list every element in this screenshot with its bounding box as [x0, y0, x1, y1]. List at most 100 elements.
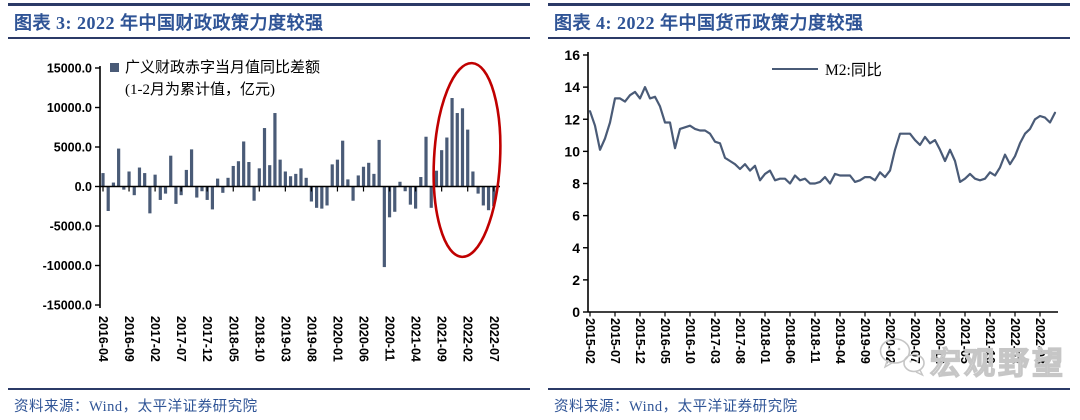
plot-area: 0 2 4 6 8 10 12 14 16 2015-02 2015-07 2015-12 2016-0…: [564, 47, 1058, 364]
y-tick-label: 0.0: [75, 180, 92, 194]
x-tick-label: 2016-09: [122, 316, 136, 362]
bar: [309, 186, 313, 202]
source-topline: [548, 388, 1070, 390]
y-tick-label: -5000.0: [50, 220, 92, 234]
y-tick-label: 2: [572, 272, 580, 288]
y-tick-label: 14: [564, 79, 580, 95]
x-tick-label: 2021-05: [958, 318, 972, 364]
x-tick-label: 2020-12: [933, 318, 947, 364]
bar: [268, 165, 272, 187]
bar: [262, 128, 267, 187]
fiscal-legend: 广义财政赤字当月值同比差额 (1-2月为累计值，亿元): [110, 58, 320, 102]
m2-legend-label: M2:同比: [825, 62, 882, 79]
bar: [424, 136, 428, 187]
y-tick-label: 15000.0: [47, 62, 92, 76]
bar: [341, 140, 345, 187]
source-note-monetary: 资料来源：Wind，太平洋证券研究院: [554, 399, 798, 415]
x-tick-label: 2016-10: [683, 318, 697, 364]
y-tick-label: -10000.0: [43, 259, 92, 273]
bar: [200, 186, 204, 192]
bar: [403, 186, 407, 192]
bar: [132, 186, 136, 196]
bar: [393, 186, 397, 212]
fiscal-bar-chart: -15000.0 -10000.0 -5000.0 0.0 5000.0 10000.0 1…: [43, 61, 502, 362]
x-tick-label: 2021-10: [983, 318, 997, 364]
bar: [408, 186, 412, 205]
top-rule: [548, 3, 1070, 6]
m2-line: [588, 85, 1057, 185]
x-tick-label: 2020-11: [383, 316, 397, 361]
bar: [111, 182, 116, 187]
x-tick-label: 2017-02: [148, 316, 162, 362]
x-tick-label: 2020-01: [331, 316, 345, 362]
bar: [195, 186, 199, 198]
x-tick-label: 2016-05: [658, 318, 672, 364]
x-tick-label: 2017-03: [708, 318, 722, 364]
x-tick-label: 2022-02: [461, 316, 475, 362]
bar: [450, 98, 454, 187]
bar: [189, 149, 194, 187]
y-tick-label: 10: [564, 143, 580, 159]
m2-legend: M2:同比: [772, 58, 882, 80]
bar: [247, 162, 251, 187]
bar: [471, 171, 475, 187]
bar: [210, 186, 215, 210]
bar: [117, 148, 121, 187]
wechat-icon: [879, 338, 925, 377]
y-tick-label: 6: [572, 208, 580, 224]
bar: [466, 129, 470, 187]
fiscal-panel: 图表 3: 2022 年中国财政政策力度较强 -15000.0 -10000.0-…: [8, 3, 530, 415]
bar: [419, 177, 423, 187]
x-tick-label: 2016-04: [96, 316, 110, 362]
legend-square-marker-icon: [110, 63, 119, 72]
x-tick-label: 2021-04: [409, 316, 423, 362]
x-tick-label: 2020-06: [357, 316, 371, 362]
bar: [299, 168, 303, 187]
bar: [492, 186, 496, 207]
watermark-text: 宏观野望: [930, 346, 1066, 381]
y-tick-label: 4: [572, 240, 580, 256]
bar: [304, 177, 308, 187]
bar: [294, 173, 298, 187]
bar: [481, 186, 485, 206]
x-tick-label: 2019-04: [833, 318, 847, 364]
y-tick-label: 8: [572, 176, 580, 192]
panel-title-monetary: 图表 4: 2022 年中国货币政策力度较强: [554, 13, 864, 33]
bar: [184, 169, 188, 187]
bar: [257, 168, 261, 187]
monetary-panel: 图表 4: 2022 年中国货币政策力度较强 0 2 4 6 8 10 12 14 16 2015…: [540, 0, 1080, 420]
bar: [101, 173, 105, 187]
bar: [278, 159, 282, 187]
bar: [460, 108, 465, 187]
bar: [242, 141, 246, 187]
bar: [356, 175, 360, 187]
bar: [320, 186, 324, 209]
bar: [387, 186, 392, 218]
x-tick-label: 2015-12: [633, 318, 647, 364]
bar-series: [101, 98, 496, 268]
bar: [476, 186, 480, 194]
m2-line-chart: 0 2 4 6 8 10 12 14 16 2015-02 2015-07 2015-12 2016-0…: [564, 47, 1058, 364]
source-topline: [8, 388, 530, 390]
x-tick-label: 2022-07: [487, 316, 501, 362]
bar: [148, 186, 152, 214]
y-tick-label: -15000.0: [43, 299, 92, 313]
plot-area: -15000.0 -10000.0 -5000.0 0.0 5000.0 10000.0 1…: [43, 62, 501, 362]
bar: [236, 161, 241, 187]
x-tick-label: 2022-08: [1033, 318, 1047, 364]
x-tick-label: 2018-06: [783, 318, 797, 364]
bar: [122, 186, 126, 190]
bar: [143, 173, 147, 187]
bar: [231, 165, 235, 187]
bar: [486, 186, 491, 211]
x-tick-label: 2020-02: [883, 318, 897, 364]
highlight-ellipse-2022: [432, 61, 502, 259]
fiscal-legend-text: 广义财政赤字当月值同比差额 (1-2月为累计值，亿元): [125, 58, 320, 102]
x-tick-label: 2018-10: [252, 316, 266, 362]
bar: [216, 178, 220, 187]
bar: [221, 186, 225, 193]
bar: [158, 186, 162, 200]
bar: [382, 186, 386, 268]
bar: [325, 186, 329, 206]
